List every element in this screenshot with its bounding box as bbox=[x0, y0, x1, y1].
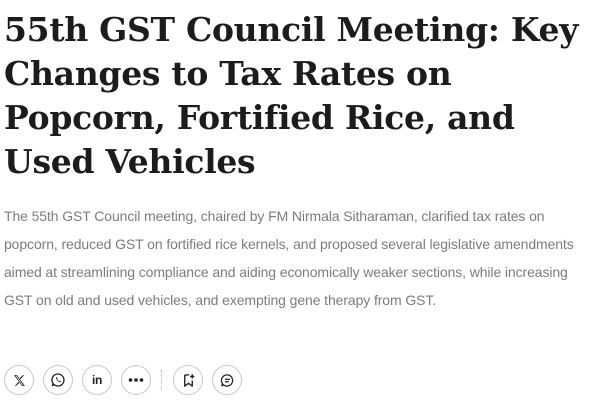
comment-icon bbox=[220, 373, 233, 387]
whatsapp-icon bbox=[51, 373, 65, 387]
share-more-button[interactable] bbox=[121, 365, 151, 395]
article: 55th GST Council Meeting: Key Changes to… bbox=[4, 8, 596, 314]
article-headline: 55th GST Council Meeting: Key Changes to… bbox=[4, 10, 579, 181]
share-whatsapp-button[interactable] bbox=[43, 365, 73, 395]
share-x-button[interactable] bbox=[4, 365, 34, 395]
bookmark-button[interactable] bbox=[173, 365, 203, 395]
article-summary: The 55th GST Council meeting, chaired by… bbox=[4, 208, 574, 308]
share-divider bbox=[161, 370, 163, 390]
x-twitter-icon bbox=[13, 374, 25, 386]
bookmark-add-icon bbox=[183, 373, 194, 387]
comment-button[interactable] bbox=[212, 365, 242, 395]
linkedin-icon: in bbox=[91, 373, 103, 387]
share-linkedin-button[interactable]: in bbox=[82, 365, 112, 395]
more-icon bbox=[128, 378, 144, 382]
share-bar: in bbox=[4, 365, 242, 395]
